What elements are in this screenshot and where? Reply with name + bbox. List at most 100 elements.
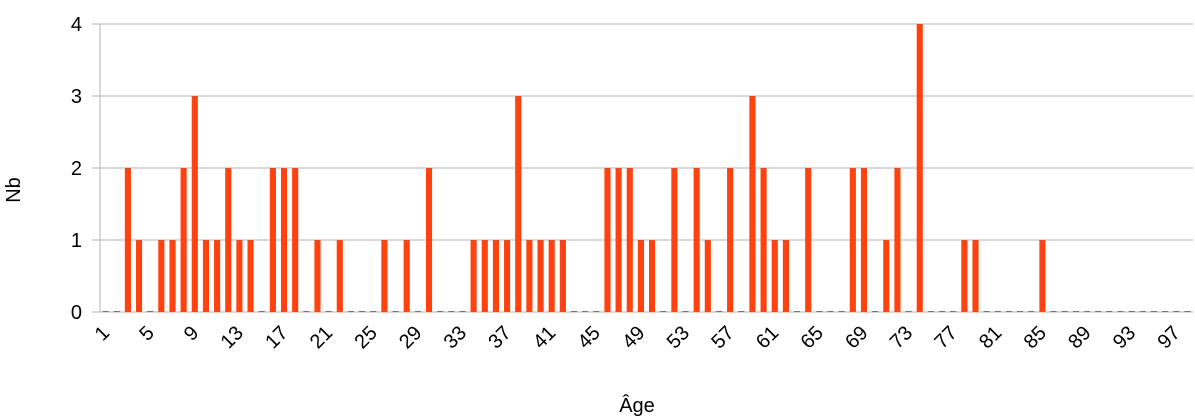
bar bbox=[280, 168, 288, 312]
bar bbox=[392, 311, 399, 312]
bar bbox=[950, 311, 957, 312]
bar bbox=[582, 311, 589, 312]
bar bbox=[325, 311, 332, 312]
x-tick-label: 41 bbox=[529, 322, 560, 353]
bar bbox=[682, 311, 689, 312]
y-tick-label: 2 bbox=[71, 158, 82, 180]
x-tick-label: 33 bbox=[440, 322, 471, 353]
x-tick-label: 1 bbox=[91, 322, 114, 345]
bar bbox=[336, 240, 343, 312]
x-tick-label: 65 bbox=[797, 322, 828, 353]
bar bbox=[838, 311, 845, 312]
bar bbox=[314, 240, 321, 312]
bar bbox=[1150, 311, 1158, 312]
bar bbox=[916, 24, 923, 312]
bar bbox=[470, 240, 477, 312]
bar bbox=[872, 311, 879, 312]
bar bbox=[1106, 311, 1113, 312]
bar bbox=[425, 168, 433, 312]
x-tick-label: 89 bbox=[1064, 322, 1095, 353]
bar bbox=[169, 240, 176, 312]
bar bbox=[727, 168, 734, 312]
bar bbox=[202, 240, 210, 312]
bar bbox=[347, 311, 355, 312]
bar bbox=[1095, 311, 1102, 312]
x-tick-label: 81 bbox=[975, 322, 1006, 353]
x-tick-label: 29 bbox=[395, 322, 426, 353]
x-tick-label: 97 bbox=[1154, 322, 1185, 353]
y-tick-label: 3 bbox=[71, 86, 82, 108]
bar bbox=[124, 168, 131, 312]
bar bbox=[938, 311, 946, 312]
bar bbox=[559, 240, 566, 312]
bar bbox=[1162, 311, 1169, 312]
x-tick-label: 25 bbox=[350, 322, 381, 353]
bar bbox=[414, 311, 421, 312]
x-tick-label: 17 bbox=[261, 322, 292, 353]
bar bbox=[983, 311, 990, 312]
bar bbox=[972, 240, 979, 312]
bar bbox=[615, 168, 622, 312]
bar bbox=[135, 240, 143, 312]
bar bbox=[671, 168, 678, 312]
bar bbox=[292, 168, 299, 312]
x-tick-label: 73 bbox=[886, 322, 917, 353]
bar bbox=[905, 311, 912, 312]
bar bbox=[849, 168, 856, 312]
bar bbox=[860, 168, 868, 312]
x-tick-label: 57 bbox=[707, 322, 738, 353]
bar bbox=[147, 311, 154, 312]
x-tick-label: 53 bbox=[663, 322, 694, 353]
bar bbox=[794, 311, 801, 312]
bar bbox=[180, 168, 187, 312]
bar bbox=[1061, 311, 1068, 312]
bar bbox=[894, 168, 901, 312]
bar bbox=[660, 311, 667, 312]
bar bbox=[1039, 240, 1046, 312]
bar bbox=[113, 311, 120, 312]
y-tick-label: 1 bbox=[71, 230, 82, 252]
bar bbox=[303, 311, 310, 312]
bar bbox=[1050, 311, 1057, 312]
bar bbox=[269, 168, 276, 312]
bar bbox=[637, 240, 644, 312]
bar bbox=[1128, 311, 1135, 312]
bar bbox=[102, 311, 109, 312]
x-axis-title: Âge bbox=[619, 394, 655, 417]
bar bbox=[961, 240, 968, 312]
bar bbox=[504, 240, 511, 312]
bar bbox=[749, 96, 756, 312]
bar bbox=[1083, 311, 1091, 312]
bar bbox=[225, 168, 232, 312]
bar bbox=[626, 168, 633, 312]
bar-series bbox=[102, 24, 1191, 312]
bar bbox=[236, 240, 243, 312]
y-tick-label: 4 bbox=[71, 14, 82, 36]
bar bbox=[715, 311, 723, 312]
x-tick-label: 61 bbox=[752, 322, 783, 353]
x-tick-label: 49 bbox=[618, 322, 649, 353]
bar bbox=[1173, 311, 1180, 312]
bar bbox=[437, 311, 444, 312]
bar bbox=[214, 240, 221, 312]
y-axis-title: Nb bbox=[3, 177, 25, 203]
y-tick-label: 0 bbox=[71, 302, 82, 324]
bar bbox=[1139, 311, 1146, 312]
bar bbox=[1184, 311, 1191, 312]
bar bbox=[537, 240, 544, 312]
bar bbox=[492, 240, 499, 312]
bar bbox=[359, 311, 366, 312]
x-tick-label: 21 bbox=[306, 322, 337, 353]
bar bbox=[481, 240, 488, 312]
bar bbox=[693, 168, 700, 312]
bar bbox=[381, 240, 388, 312]
bar bbox=[994, 311, 1001, 312]
bar bbox=[760, 168, 767, 312]
bar bbox=[459, 311, 466, 312]
bar bbox=[738, 311, 745, 312]
bar bbox=[782, 240, 789, 312]
bar bbox=[1072, 311, 1079, 312]
bar bbox=[548, 240, 555, 312]
bar bbox=[771, 240, 778, 312]
x-tick-label: 13 bbox=[217, 322, 248, 353]
